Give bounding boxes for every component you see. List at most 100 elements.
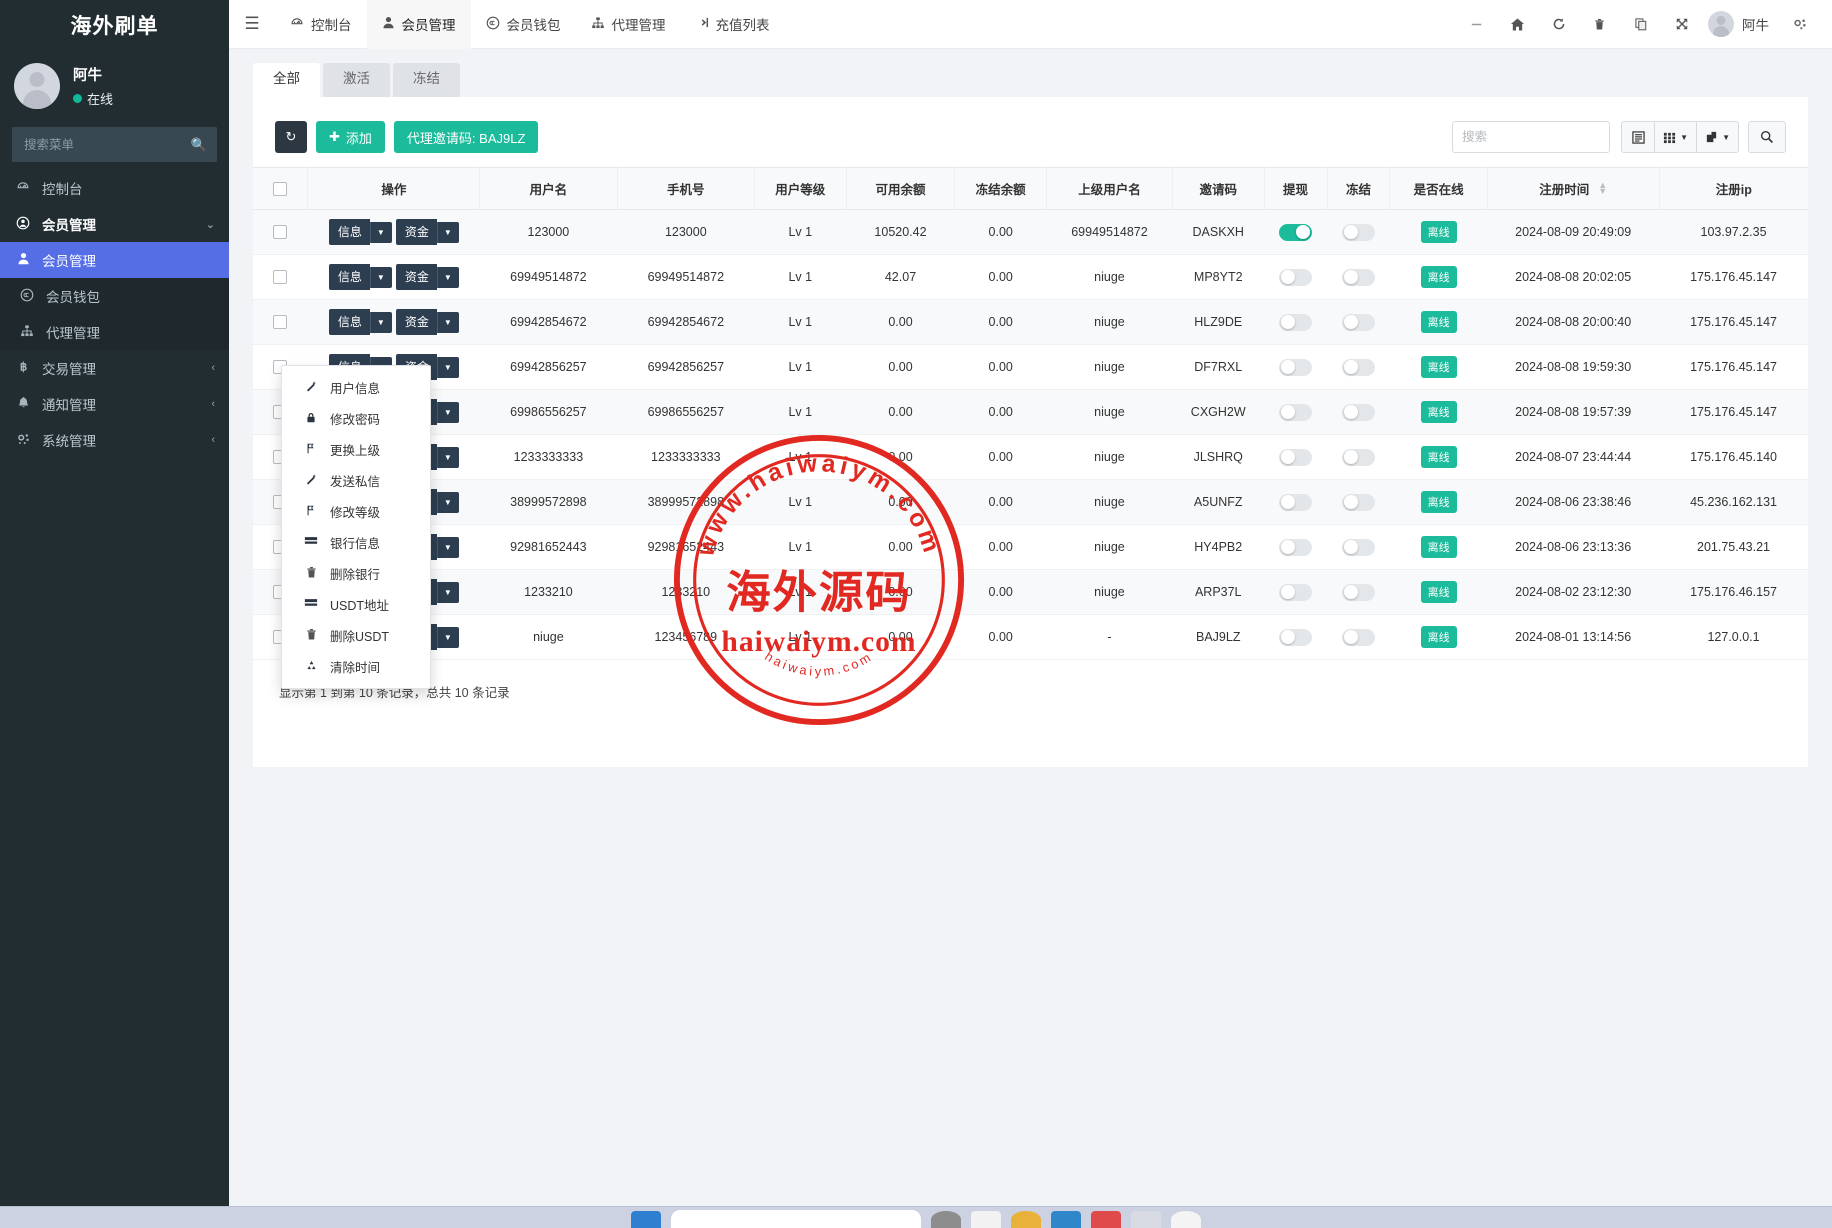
columns-icon[interactable]: ▼ <box>1654 121 1698 153</box>
minimize-icon[interactable] <box>1456 0 1497 49</box>
taskbar-app-4[interactable] <box>1011 1211 1041 1228</box>
sidebar-item-7[interactable]: 系统管理 ‹ <box>0 422 229 458</box>
cell-freeze-toggle[interactable] <box>1327 614 1390 660</box>
tab-4[interactable]: 充值列表 <box>681 0 785 49</box>
sidebar-item-2[interactable]: 会员管理 <box>0 242 229 278</box>
withdraw-toggle[interactable] <box>1279 358 1313 376</box>
taskbar-app-5[interactable] <box>1051 1211 1081 1228</box>
cell-withdraw-toggle[interactable] <box>1264 569 1327 615</box>
cell-withdraw-toggle[interactable] <box>1264 209 1327 255</box>
taskbar-app-8[interactable] <box>1171 1211 1201 1228</box>
sidebar-search[interactable]: 🔍 <box>12 127 217 162</box>
freeze-toggle[interactable] <box>1341 223 1375 241</box>
gear-icon[interactable] <box>1779 0 1820 49</box>
cell-withdraw-toggle[interactable] <box>1264 299 1327 345</box>
freeze-toggle[interactable] <box>1341 358 1375 376</box>
row-checkbox-cell[interactable] <box>253 209 308 255</box>
sidebar-item-4[interactable]: 代理管理 <box>0 314 229 350</box>
row-checkbox-cell[interactable] <box>253 254 308 300</box>
withdraw-toggle[interactable] <box>1279 628 1313 646</box>
dropdown-item-6[interactable]: 删除银行 <box>282 558 430 589</box>
cell-withdraw-toggle[interactable] <box>1264 254 1327 300</box>
dropdown-item-9[interactable]: 清除时间 <box>282 651 430 682</box>
agent-invite-code-button[interactable]: 代理邀请码: BAJ9LZ <box>393 121 539 153</box>
cell-withdraw-toggle[interactable] <box>1264 389 1327 435</box>
status-tab-2[interactable]: 冻结 <box>393 63 460 97</box>
taskbar-search-pill[interactable] <box>671 1210 921 1228</box>
status-tab-0[interactable]: 全部 <box>253 63 320 97</box>
trash-icon[interactable] <box>1579 0 1620 49</box>
refresh-icon[interactable] <box>1538 0 1579 49</box>
checkbox[interactable] <box>273 181 288 196</box>
cell-freeze-toggle[interactable] <box>1327 299 1390 345</box>
dropdown-item-1[interactable]: 修改密码 <box>282 403 430 434</box>
dropdown-item-7[interactable]: USDT地址 <box>282 589 430 620</box>
cell-withdraw-toggle[interactable] <box>1264 479 1327 525</box>
cell-freeze-toggle[interactable] <box>1327 209 1390 255</box>
taskbar-app-6[interactable] <box>1091 1211 1121 1228</box>
add-button[interactable]: ✚ 添加 <box>316 121 385 153</box>
sort-icon[interactable]: ▲ ▼ <box>1598 179 1608 196</box>
cell-freeze-toggle[interactable] <box>1327 524 1390 570</box>
tab-2[interactable]: 会员钱包 <box>471 0 576 49</box>
list-icon[interactable] <box>1621 121 1656 153</box>
tab-0[interactable]: 控制台 <box>275 0 367 49</box>
sidebar-item-0[interactable]: 控制台 <box>0 170 229 206</box>
cell-freeze-toggle[interactable] <box>1327 254 1390 300</box>
info-split-button[interactable]: 信息▼ <box>328 219 392 245</box>
freeze-toggle[interactable] <box>1341 628 1375 646</box>
search-input[interactable] <box>1452 121 1611 153</box>
freeze-toggle[interactable] <box>1341 268 1375 286</box>
dropdown-item-3[interactable]: 发送私信 <box>282 465 430 496</box>
taskbar-app-7[interactable] <box>1131 1211 1161 1228</box>
search-icon[interactable]: 🔍 <box>190 136 207 152</box>
home-icon[interactable] <box>1497 0 1538 49</box>
cell-withdraw-toggle[interactable] <box>1264 614 1327 660</box>
dropdown-item-4[interactable]: 修改等级 <box>282 496 430 527</box>
sidebar-user-panel[interactable]: 阿牛 在线 <box>0 49 229 123</box>
withdraw-toggle[interactable] <box>1279 403 1313 421</box>
withdraw-toggle[interactable] <box>1279 538 1313 556</box>
freeze-toggle[interactable] <box>1341 538 1375 556</box>
cell-freeze-toggle[interactable] <box>1327 344 1390 390</box>
refresh-button[interactable]: ↻ <box>275 121 307 153</box>
search-menu-input[interactable] <box>22 136 191 153</box>
row-checkbox-cell[interactable] <box>253 299 308 345</box>
checkbox[interactable] <box>273 270 288 285</box>
dropdown-item-5[interactable]: 银行信息 <box>282 527 430 558</box>
copy-icon[interactable] <box>1620 0 1661 49</box>
select-all-checkbox[interactable] <box>253 167 309 210</box>
freeze-toggle[interactable] <box>1341 403 1375 421</box>
checkbox[interactable] <box>273 315 288 330</box>
freeze-toggle[interactable] <box>1341 448 1375 466</box>
os-taskbar[interactable] <box>0 1206 1832 1228</box>
sidebar-item-3[interactable]: 会员钱包 <box>0 278 229 314</box>
withdraw-toggle[interactable] <box>1279 313 1313 331</box>
fund-split-button[interactable]: 资金▼ <box>395 264 459 290</box>
freeze-toggle[interactable] <box>1341 493 1375 511</box>
sidebar-item-6[interactable]: 通知管理 ‹ <box>0 386 229 422</box>
hamburger-icon[interactable]: ☰ <box>244 14 260 33</box>
export-icon[interactable]: ▼ <box>1696 121 1739 153</box>
taskbar-app-1[interactable] <box>631 1211 661 1228</box>
withdraw-toggle[interactable] <box>1279 583 1313 601</box>
info-split-button[interactable]: 信息▼ <box>328 309 392 335</box>
sidebar-item-5[interactable]: ฿ 交易管理 ‹ <box>0 350 229 386</box>
cell-withdraw-toggle[interactable] <box>1264 524 1327 570</box>
tab-3[interactable]: 代理管理 <box>576 0 681 49</box>
fullscreen-icon[interactable] <box>1661 0 1702 49</box>
dropdown-item-0[interactable]: 用户信息 <box>282 372 430 403</box>
cell-freeze-toggle[interactable] <box>1327 389 1390 435</box>
cell-freeze-toggle[interactable] <box>1327 569 1390 615</box>
withdraw-toggle[interactable] <box>1279 223 1313 241</box>
sidebar-item-1[interactable]: 会员管理 ⌄ <box>0 206 229 242</box>
topbar-user[interactable]: 阿牛 <box>1702 0 1779 49</box>
cell-freeze-toggle[interactable] <box>1327 434 1390 480</box>
taskbar-app-3[interactable] <box>971 1211 1001 1228</box>
info-split-button[interactable]: 信息▼ <box>328 264 392 290</box>
cell-withdraw-toggle[interactable] <box>1264 344 1327 390</box>
tab-1[interactable]: 会员管理 <box>366 0 471 49</box>
fund-split-button[interactable]: 资金▼ <box>395 309 459 335</box>
status-tab-1[interactable]: 激活 <box>323 63 390 97</box>
withdraw-toggle[interactable] <box>1279 493 1313 511</box>
